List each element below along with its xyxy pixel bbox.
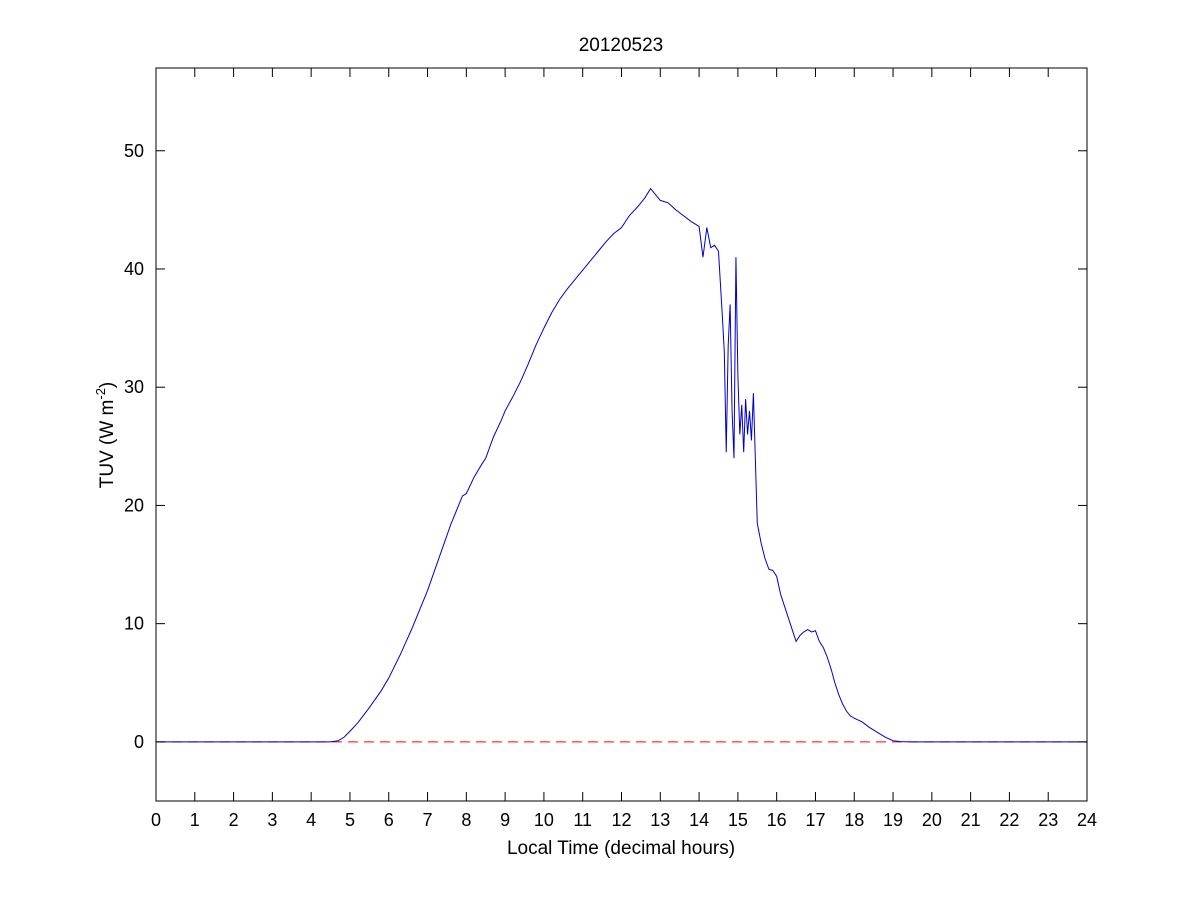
chart-title: 20120523 [579, 35, 664, 56]
y-tick-label: 20 [124, 495, 144, 515]
x-tick-label: 6 [384, 810, 394, 830]
x-tick-label: 13 [650, 810, 670, 830]
x-tick-label: 11 [573, 810, 592, 830]
data-layer [156, 187, 1087, 743]
x-tick-label: 14 [689, 810, 709, 830]
x-tick-label: 9 [500, 810, 510, 830]
x-tick-label: 2 [229, 810, 239, 830]
x-tick-label: 5 [345, 810, 355, 830]
x-tick-label: 24 [1077, 810, 1097, 830]
x-tick-label: 23 [1038, 810, 1058, 830]
ticks-layer: 0 1 2 3 4 5 6 7 8 9 10 11 12 13 14 15 16 17 18 19 20 21 22 23 24… [124, 68, 1097, 830]
x-tick-label: 18 [844, 810, 864, 830]
x-tick-label: 10 [534, 810, 554, 830]
x-tick-label: 12 [611, 810, 631, 830]
x-axis-label: Local Time (decimal hours) [507, 838, 735, 859]
x-tick-label: 4 [306, 810, 316, 830]
y-axis-label-exponent: -2 [93, 388, 108, 400]
x-tick-label: 17 [805, 810, 825, 830]
x-tick-label: 16 [767, 810, 787, 830]
x-tick-label: 1 [190, 810, 200, 830]
x-tick-label: 20 [922, 810, 942, 830]
y-tick-label: 40 [124, 259, 144, 279]
y-tick-label: 10 [124, 614, 144, 634]
x-tick-label: 15 [728, 810, 748, 830]
x-tick-label: 21 [961, 810, 981, 830]
series-line-0 [156, 187, 1087, 743]
x-tick-label: 7 [423, 810, 433, 830]
plot-area [155, 67, 1088, 802]
y-tick-label: 0 [134, 732, 144, 752]
y-tick-label: 50 [124, 141, 144, 161]
y-axis-label: TUV (W m-2) [93, 382, 118, 489]
y-axis-label-close: ) [97, 382, 118, 388]
x-tick-label: 22 [999, 810, 1019, 830]
y-axis-label-main: TUV (W m [97, 400, 118, 489]
y-tick-label: 30 [124, 377, 144, 397]
x-tick-label: 19 [883, 810, 903, 830]
x-tick-label: 0 [151, 810, 161, 830]
x-tick-label: 3 [267, 810, 277, 830]
x-tick-label: 8 [461, 810, 471, 830]
